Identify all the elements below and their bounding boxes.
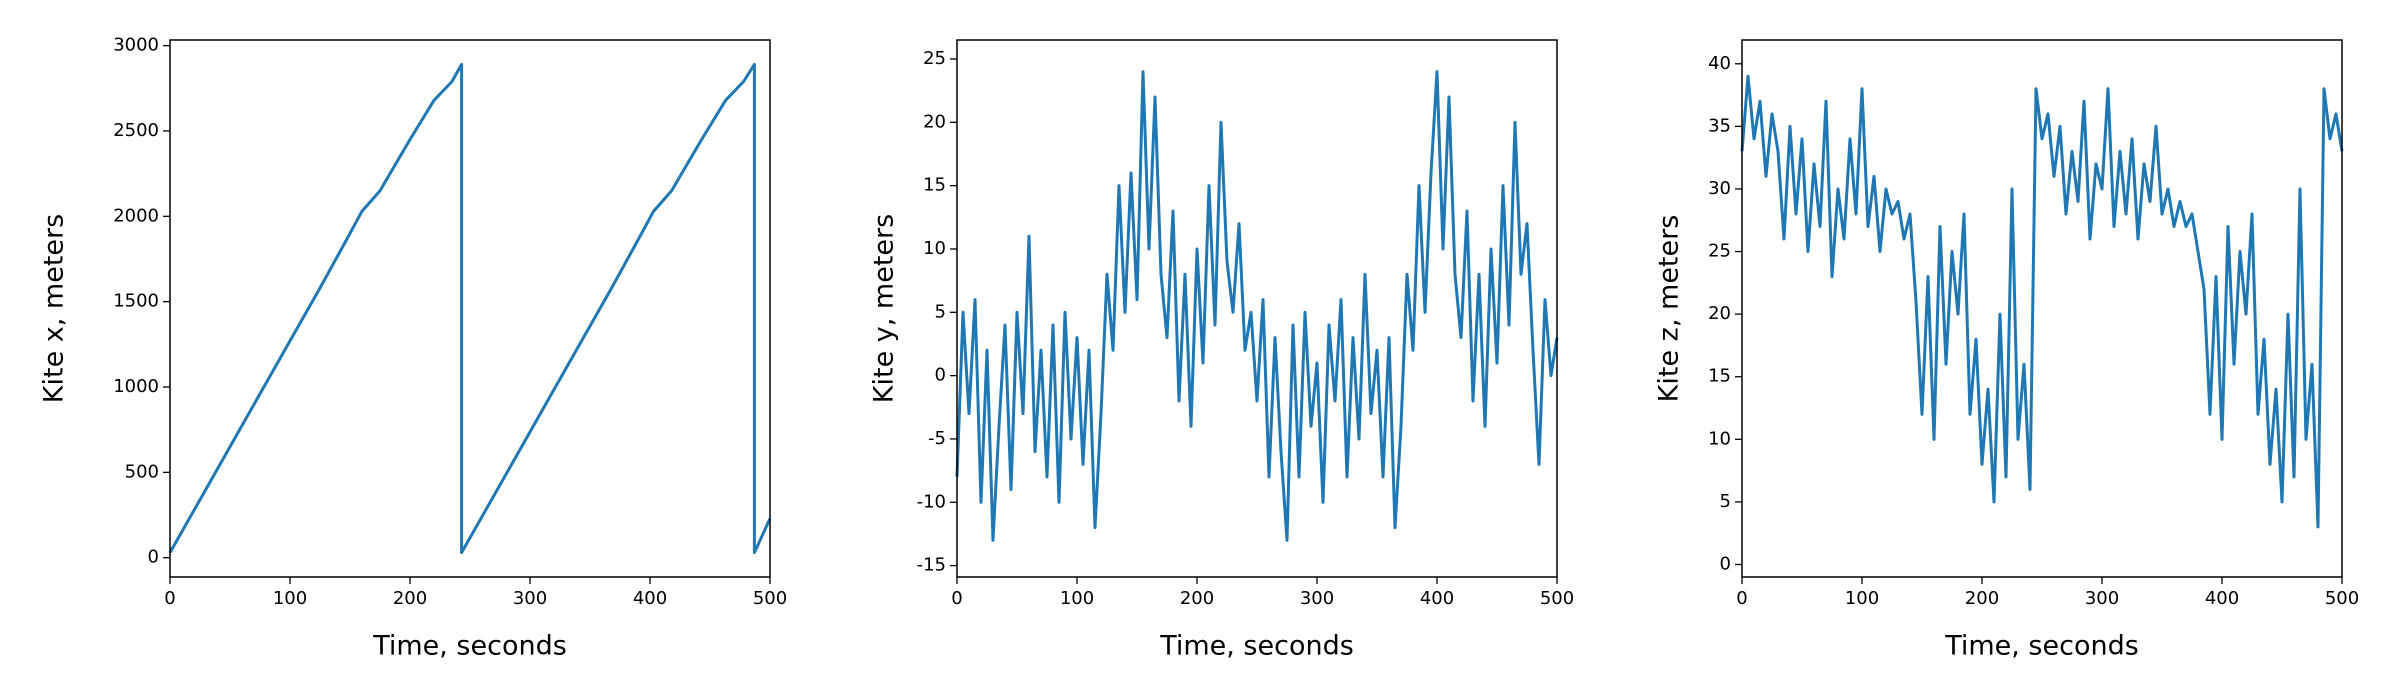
y-tick-label: 20	[923, 111, 946, 132]
y-tick-label: 5	[935, 301, 946, 322]
axes-frame	[956, 39, 1558, 578]
x-tick-label: 100	[1845, 588, 1879, 609]
y-tick-label: 2000	[113, 205, 159, 226]
x-tick-label: 400	[2205, 588, 2239, 609]
x-tick-label: 100	[1060, 588, 1094, 609]
x-tick-label: 200	[393, 588, 427, 609]
y-tick-label: 30	[1708, 178, 1731, 199]
x-axis-label: Time, seconds	[1944, 631, 2139, 662]
x-tick-label: 100	[273, 588, 307, 609]
data-line	[168, 62, 772, 555]
y-tick-label: 25	[923, 48, 946, 69]
y-tick-label: 5	[1720, 491, 1731, 512]
y-axis-label: Kite z, meters	[1654, 215, 1685, 403]
data-line	[955, 70, 1559, 542]
y-tick-label: -10	[917, 491, 946, 512]
y-axis-label: Kite y, meters	[869, 214, 900, 403]
x-tick-label: 500	[753, 588, 787, 609]
x-tick-label: 300	[1300, 588, 1334, 609]
y-tick-label: 0	[935, 365, 946, 386]
y-tick-label: 10	[1708, 428, 1731, 449]
y-tick-label: 1500	[113, 291, 159, 312]
x-tick-label: 0	[951, 588, 962, 609]
x-axis-label: Time, seconds	[1159, 631, 1354, 662]
y-tick-label: -15	[917, 555, 946, 576]
x-tick-label: 200	[1965, 588, 1999, 609]
x-tick-label: 500	[2325, 588, 2359, 609]
y-tick-label: 500	[125, 461, 159, 482]
y-tick-label: 35	[1708, 115, 1731, 136]
y-tick-label: 1000	[113, 376, 159, 397]
x-axis-label: Time, seconds	[372, 631, 567, 662]
y-tick-label: 40	[1708, 53, 1731, 74]
data-line	[1740, 74, 2344, 529]
x-tick-label: 500	[1540, 588, 1574, 609]
y-tick-label: 0	[148, 547, 159, 568]
x-tick-label: 300	[513, 588, 547, 609]
y-tick-label: 25	[1708, 241, 1731, 262]
y-tick-label: 15	[1708, 366, 1731, 387]
x-tick-label: 0	[164, 588, 175, 609]
y-tick-label: 3000	[113, 35, 159, 56]
y-tick-label: 20	[1708, 303, 1731, 324]
axes-frame	[1741, 39, 2343, 578]
y-tick-label: 10	[923, 238, 946, 259]
y-axis-label: Kite x, meters	[39, 214, 70, 403]
x-tick-label: 200	[1180, 588, 1214, 609]
y-tick-label: 0	[1720, 553, 1731, 574]
y-tick-label: 15	[923, 175, 946, 196]
x-tick-label: 0	[1736, 588, 1747, 609]
y-tick-label: -5	[928, 428, 946, 449]
y-tick-label: 2500	[113, 120, 159, 141]
axes-frame	[169, 39, 771, 578]
x-tick-label: 400	[1420, 588, 1454, 609]
x-tick-label: 400	[633, 588, 667, 609]
x-tick-label: 300	[2085, 588, 2119, 609]
